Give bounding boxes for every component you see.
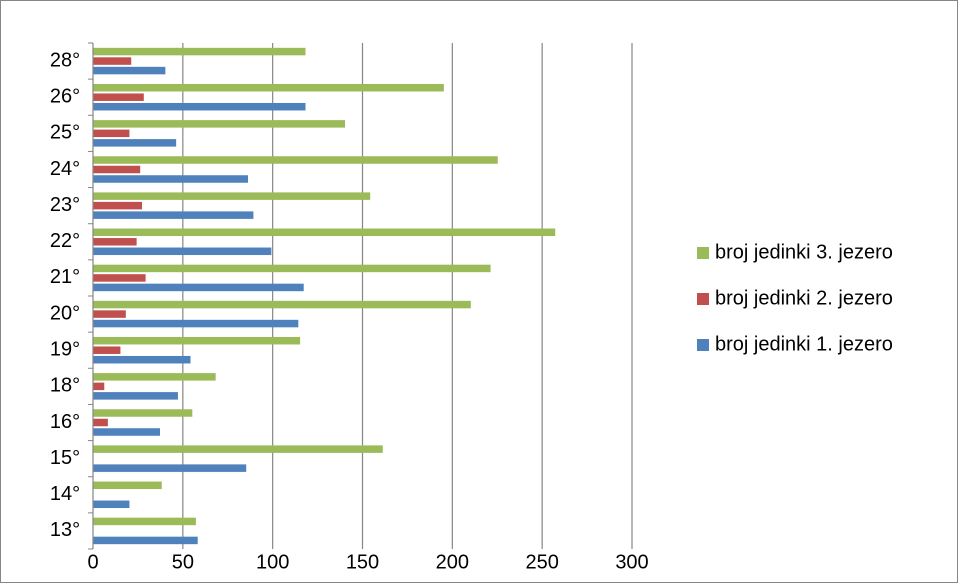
bar: [93, 464, 247, 472]
bar: [93, 238, 137, 246]
y-tick-label: 21°: [50, 266, 80, 288]
bar: [93, 319, 299, 328]
legend-item: broj jedinki 3. jezero: [697, 241, 893, 263]
x-tick-label: 50: [172, 551, 194, 573]
bar: [93, 409, 193, 417]
bar: [93, 156, 498, 164]
bar: [93, 300, 471, 309]
bar: [93, 355, 191, 364]
x-tick-label: 100: [256, 551, 289, 573]
bar: [93, 481, 162, 490]
bar: [93, 346, 121, 354]
legend-swatch: [697, 339, 709, 351]
bar: [93, 382, 105, 391]
bar: [93, 274, 146, 282]
bar: [93, 536, 198, 545]
bar: [93, 310, 126, 318]
bar: [93, 175, 249, 183]
y-tick-label: 16°: [50, 411, 80, 433]
legend-item: broj jedinki 2. jezero: [697, 287, 893, 309]
legend: broj jedinki 3. jezero broj jedinki 2. je…: [697, 241, 893, 355]
bar: [93, 47, 306, 56]
bar: [93, 57, 132, 65]
y-tick-label: 28°: [50, 49, 80, 71]
bar: [93, 139, 177, 147]
bar: [93, 428, 160, 436]
bar: [93, 66, 166, 75]
y-tick-label: 14°: [50, 483, 80, 505]
y-tick-label: 23°: [50, 194, 80, 216]
y-tick-label: 15°: [50, 447, 80, 469]
bar: [93, 500, 130, 509]
legend-swatch: [697, 293, 709, 305]
x-tick-label: 300: [615, 551, 648, 573]
bar: [93, 517, 196, 526]
y-tick-label: 22°: [50, 230, 80, 252]
x-tick-label: 150: [346, 551, 379, 573]
bar: [93, 247, 272, 256]
y-tick-label: 19°: [50, 338, 80, 360]
y-tick-label: 25°: [50, 122, 80, 144]
bar: [93, 283, 304, 292]
bars: [93, 47, 556, 545]
axes: 0 50 100 150 200 250 300 13° 14° 15° 16° 18° 19° 20° 2…: [50, 42, 649, 573]
bar: [93, 373, 216, 381]
bar: [93, 228, 556, 237]
bar: [93, 336, 301, 345]
legend-swatch: [697, 247, 709, 259]
bar: [93, 192, 371, 200]
bar: [93, 211, 254, 219]
bar: [93, 418, 108, 427]
x-tick-label: 250: [525, 551, 558, 573]
legend-item: broj jedinki 1. jezero: [697, 333, 893, 355]
y-tick-label: 24°: [50, 158, 80, 180]
bar: [93, 445, 383, 453]
legend-label: broj jedinki 3. jezero: [715, 241, 893, 263]
legend-label: broj jedinki 2. jezero: [715, 287, 893, 309]
y-tick-label: 26°: [50, 85, 80, 107]
x-tick-label: 0: [87, 551, 98, 573]
bar: [93, 264, 491, 273]
bar: [93, 83, 444, 92]
bar: [93, 102, 306, 111]
bar: [93, 129, 130, 138]
y-tick-label: 18°: [50, 375, 80, 397]
bar: [93, 165, 141, 174]
bar: [93, 392, 178, 400]
y-tick-label: 13°: [50, 519, 80, 541]
x-tick-label: 200: [436, 551, 469, 573]
bar: [93, 201, 143, 210]
bar: [93, 93, 144, 101]
bar: [93, 120, 346, 128]
y-tick-label: 20°: [50, 302, 80, 324]
legend-label: broj jedinki 1. jezero: [715, 333, 893, 355]
